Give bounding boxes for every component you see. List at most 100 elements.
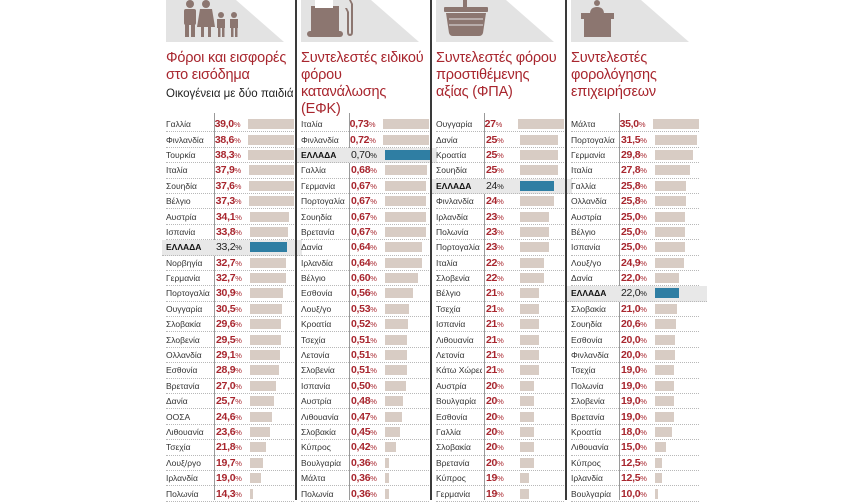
table-row: Φινλανδία 24% — [436, 194, 564, 210]
table-row: Ιρλανδία 12,5% — [571, 471, 699, 487]
country-label: ΕΛΛΑΔΑ — [166, 242, 202, 253]
bar — [655, 442, 667, 453]
value-label: 20% — [486, 410, 504, 423]
column-divider — [484, 113, 485, 500]
table-row: Ιταλία 22% — [436, 256, 564, 271]
value-label: 24% — [486, 195, 504, 208]
bar — [250, 473, 262, 484]
country-label: Ουγγαρία — [166, 303, 203, 314]
value-label: 0,50% — [351, 379, 377, 392]
country-label: Βουλγαρία — [571, 488, 612, 499]
country-label: Φινλανδία — [301, 134, 339, 145]
bar — [520, 457, 535, 468]
value-label: 21% — [486, 302, 504, 315]
table-row: Πολωνία 14,3% — [166, 486, 294, 502]
value-label: 25% — [486, 148, 504, 161]
bar — [250, 211, 289, 222]
country-label: Σουηδία — [166, 180, 197, 191]
table-row: Βουλγαρία 20% — [436, 394, 564, 410]
table-row: Πορτογαλία 31,5% — [571, 132, 699, 148]
country-label: Λουξ/γο — [301, 303, 332, 314]
country-label: Δανία — [166, 396, 188, 407]
table-row: Τσεχία 19,0% — [571, 363, 699, 379]
table-row: Μάλτα 35,0% — [571, 117, 699, 133]
country-label: Γαλλία — [166, 119, 191, 130]
country-label: Σουηδία — [301, 211, 332, 222]
country-label: Μάλτα — [301, 473, 326, 484]
country-label: Γερμανία — [436, 488, 471, 499]
value-label: 0,67% — [351, 179, 377, 192]
bar — [385, 457, 390, 468]
country-label: Βουλγαρία — [301, 457, 342, 468]
value-label: 12,5% — [621, 472, 647, 485]
country-label: Πορτογαλία — [571, 134, 615, 145]
value-label: 19,0% — [216, 472, 242, 485]
country-label: Τσεχία — [301, 334, 326, 345]
bar — [655, 396, 674, 407]
value-label: 27,8% — [621, 164, 647, 177]
table-row: Πολωνία 19,0% — [571, 379, 699, 395]
bar — [520, 380, 535, 391]
panel-title: Συντελεστές φορολόγησης επιχειρήσεων — [571, 50, 657, 100]
table-row: Κάτω Χώρες 21% — [436, 363, 564, 379]
value-label: 22,0% — [621, 287, 647, 300]
bar — [520, 488, 530, 499]
country-label: ΕΛΛΑΔΑ — [571, 288, 607, 299]
table-row: Λιθουανία 15,0% — [571, 440, 699, 456]
bar — [250, 411, 272, 422]
value-label: 29,1% — [216, 349, 242, 362]
hero-graphic — [436, 0, 554, 44]
bar — [385, 288, 413, 299]
bar — [385, 473, 390, 484]
value-label: 18,0% — [621, 426, 647, 438]
bar-rows: Ιταλία 0,73% Φινλανδία 0,72% ΕΛΛΑΔΑ 0,70% Γαλλ… — [297, 117, 437, 502]
bar — [520, 196, 554, 207]
table-row: Κροατία 25% — [436, 148, 564, 164]
bar — [383, 134, 429, 145]
bar — [250, 288, 284, 299]
bar — [250, 350, 280, 361]
country-label: Πολωνία — [571, 380, 604, 391]
country-label: Τουρκία — [166, 149, 196, 160]
table-row: Βουλγαρία 10,0% — [571, 486, 699, 502]
value-label: 20% — [486, 426, 504, 438]
bar — [520, 350, 539, 361]
country-label: Λιθουανία — [571, 442, 609, 453]
fuel-pump-icon — [301, 0, 419, 42]
value-label: 12,5% — [621, 456, 647, 469]
table-row: Ιρλανδία 0,64% — [301, 256, 429, 271]
country-label: Δανία — [436, 134, 458, 145]
table-row: Γερμανία 19% — [436, 486, 564, 502]
table-row: Πορτογαλία 30,9% — [166, 286, 294, 302]
value-label: 21% — [486, 287, 504, 300]
country-label: Δανία — [571, 273, 593, 284]
table-row: Φινλανδία 20,0% — [571, 348, 699, 364]
value-label: 25,0% — [621, 241, 647, 254]
bar — [385, 365, 407, 376]
bar — [385, 380, 406, 391]
country-label: Βρετανία — [571, 411, 605, 422]
table-row: Αυστρία 25,0% — [571, 209, 699, 225]
value-label: 32,7% — [216, 256, 242, 269]
value-label: 19,7% — [216, 456, 242, 469]
panel-separator — [565, 0, 567, 500]
table-row: Σλοβενία 29,5% — [166, 332, 294, 348]
country-label: ΟΟΣΑ — [166, 411, 191, 422]
table-row: Λετονία 0,51% — [301, 348, 429, 364]
bar — [250, 242, 288, 253]
value-label: 25% — [486, 164, 504, 177]
country-label: Κύπρος — [301, 442, 331, 453]
country-label: Ισπανία — [301, 380, 331, 391]
country-label: Σλοβενία — [166, 334, 200, 345]
country-label: Πορτογαλία — [166, 288, 210, 299]
bar — [520, 149, 559, 160]
country-label: Εσθονία — [301, 288, 333, 299]
bar — [517, 119, 564, 130]
value-label: 24,9% — [621, 256, 647, 269]
table-row: Νορβηγία 32,7% — [166, 256, 294, 271]
table-row: Βρετανία 27,0% — [166, 379, 294, 395]
value-label: 23,6% — [216, 426, 242, 438]
table-row: Σλοβακία 29,6% — [166, 317, 294, 333]
value-label: 27,0% — [216, 379, 242, 392]
bar — [655, 180, 686, 191]
